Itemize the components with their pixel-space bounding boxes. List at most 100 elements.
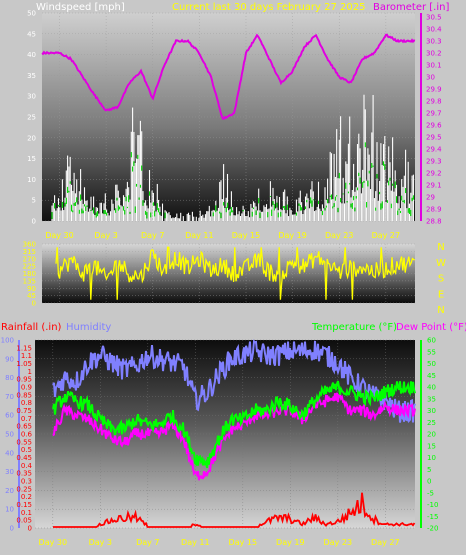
- dewpoint-line: [52, 391, 416, 481]
- wind-xtick-label: Day 27: [372, 231, 401, 240]
- barometer-ytick-label: 29.9: [426, 86, 442, 94]
- humidity-ytick-label: 80: [5, 374, 14, 382]
- temp-ytick-label: 10: [427, 454, 436, 462]
- temp-xtick-label: Day 7: [136, 538, 159, 547]
- wind-ytick-label: 45: [27, 30, 36, 38]
- temperature-line: [52, 380, 416, 469]
- humidity-ytick-label: 10: [5, 506, 14, 514]
- barometer-ytick-label: 29.4: [426, 146, 442, 154]
- rain-ytick-label: 0.7: [21, 415, 32, 423]
- windspeed-axis-label: Windspeed [mph]: [36, 2, 125, 13]
- barometer-ytick-label: 28.8: [426, 218, 442, 226]
- dir-ytick-label: 90: [27, 285, 36, 293]
- dewpoint-axis-label: Dew Point (°F): [396, 322, 466, 333]
- barometer-ytick-label: 29.7: [426, 110, 442, 118]
- dir-ytick-label: 0: [32, 300, 36, 308]
- wind-ytick-label: 10: [27, 176, 36, 184]
- compass-label: N: [437, 305, 444, 316]
- compass-label: N: [437, 242, 444, 253]
- rainfall-axis-label: Rainfall (.in): [1, 322, 62, 333]
- compass-label: E: [438, 289, 444, 300]
- wind-xtick-label: Day 11: [185, 231, 214, 240]
- wind-ytick-label: 20: [27, 134, 36, 142]
- humidity-ytick-label: 60: [5, 412, 14, 420]
- rain-ytick-label: 0.8: [21, 399, 32, 407]
- rain-ytick-label: 0.35: [16, 470, 32, 478]
- wind-ytick-label: 30: [27, 93, 36, 101]
- temp-ytick-label: 45: [427, 372, 436, 380]
- temp-ytick-label: -20: [427, 525, 438, 533]
- temp-xtick-label: Day 23: [324, 538, 353, 547]
- temp-xtick-label: Day 11: [181, 538, 210, 547]
- dir-ytick-label: 45: [27, 292, 36, 300]
- wind-xtick-label: Day 3: [94, 231, 117, 240]
- temp-xtick-label: Day 30: [39, 538, 68, 547]
- compass-label: S: [438, 274, 444, 285]
- wind-xtick-label: Day 15: [232, 231, 261, 240]
- temperature-axis-label: Temperature (°F): [311, 322, 397, 333]
- wind-direction-line: [55, 246, 416, 300]
- temp-ytick-label: 20: [427, 431, 436, 439]
- dir-ytick-label: 315: [23, 248, 36, 256]
- temp-ytick-label: 5: [427, 466, 431, 474]
- rain-ytick-label: 0.25: [16, 485, 32, 493]
- humidity-ytick-label: 40: [5, 449, 14, 457]
- dir-ytick-label: 270: [23, 255, 36, 263]
- barometer-ytick-label: 29.8: [426, 98, 442, 106]
- wind-ytick-label: 15: [27, 155, 36, 163]
- rain-ytick-label: 0.65: [16, 423, 32, 431]
- wind-xtick-label: Day 7: [141, 231, 164, 240]
- humidity-ytick-label: 50: [5, 431, 14, 439]
- barometer-ytick-label: 29.6: [426, 122, 442, 130]
- temp-ytick-label: -5: [427, 489, 434, 497]
- temp-xtick-label: Day 19: [276, 538, 305, 547]
- barometer-ytick-label: 30.1: [426, 62, 442, 70]
- rain-ytick-label: 1.05: [16, 360, 32, 368]
- wind-ytick-label: 50: [27, 10, 36, 18]
- humidity-ytick-label: 90: [5, 355, 14, 363]
- dir-ytick-label: 360: [23, 241, 36, 249]
- barometer-ytick-label: 29: [426, 194, 435, 202]
- wind-ytick-label: 35: [27, 72, 36, 80]
- humidity-ytick-label: 70: [5, 393, 14, 401]
- rain-ytick-label: 0.4: [21, 462, 33, 470]
- barometer-ytick-label: 29.5: [426, 134, 442, 142]
- temp-ytick-label: 40: [427, 384, 436, 392]
- barometer-ytick-label: 30.4: [426, 26, 442, 34]
- wind-xtick-label: Day 30: [45, 231, 74, 240]
- humidity-line: [52, 339, 416, 424]
- dir-ytick-label: 225: [23, 263, 36, 271]
- temp-ytick-label: -15: [427, 513, 438, 521]
- windspeed-series: [51, 94, 414, 221]
- temp-ytick-label: 0: [427, 478, 431, 486]
- rain-ytick-label: 0.1: [21, 509, 32, 517]
- rain-ytick-label: 0.5: [21, 446, 32, 454]
- temp-ytick-label: 35: [427, 395, 436, 403]
- rain-ytick-label: 0.95: [16, 376, 32, 384]
- temp-ytick-label: 50: [427, 360, 436, 368]
- chart-title: Current last 30 days February 27 2025: [172, 2, 365, 13]
- humidity-ytick-label: 20: [5, 487, 14, 495]
- dir-ytick-label: 135: [23, 277, 36, 285]
- barometer-ytick-label: 30.3: [426, 38, 442, 46]
- temp-ytick-label: 55: [427, 348, 436, 356]
- barometer-ytick-label: 29.2: [426, 170, 442, 178]
- temp-ytick-label: 25: [427, 419, 436, 427]
- rain-ytick-label: 0.3: [21, 478, 32, 486]
- wind-xtick-label: Day 23: [325, 231, 354, 240]
- humidity-axis-label: Humidity: [66, 322, 111, 333]
- barometer-line: [41, 33, 416, 120]
- compass-label: W: [436, 258, 446, 269]
- series-layer: [41, 33, 416, 528]
- barometer-ytick-label: 28.9: [426, 206, 442, 214]
- rain-ytick-label: 0.45: [16, 454, 32, 462]
- rain-ytick-label: 1: [28, 368, 32, 376]
- rain-ytick-label: 0.9: [21, 384, 32, 392]
- tick-labels: 0510152025303540455028.828.92929.129.229…: [1, 10, 446, 548]
- humidity-ytick-label: 100: [1, 337, 14, 345]
- wind-ytick-label: 25: [27, 114, 36, 122]
- rain-ytick-label: 0.15: [16, 501, 32, 509]
- temp-ytick-label: 15: [427, 442, 436, 450]
